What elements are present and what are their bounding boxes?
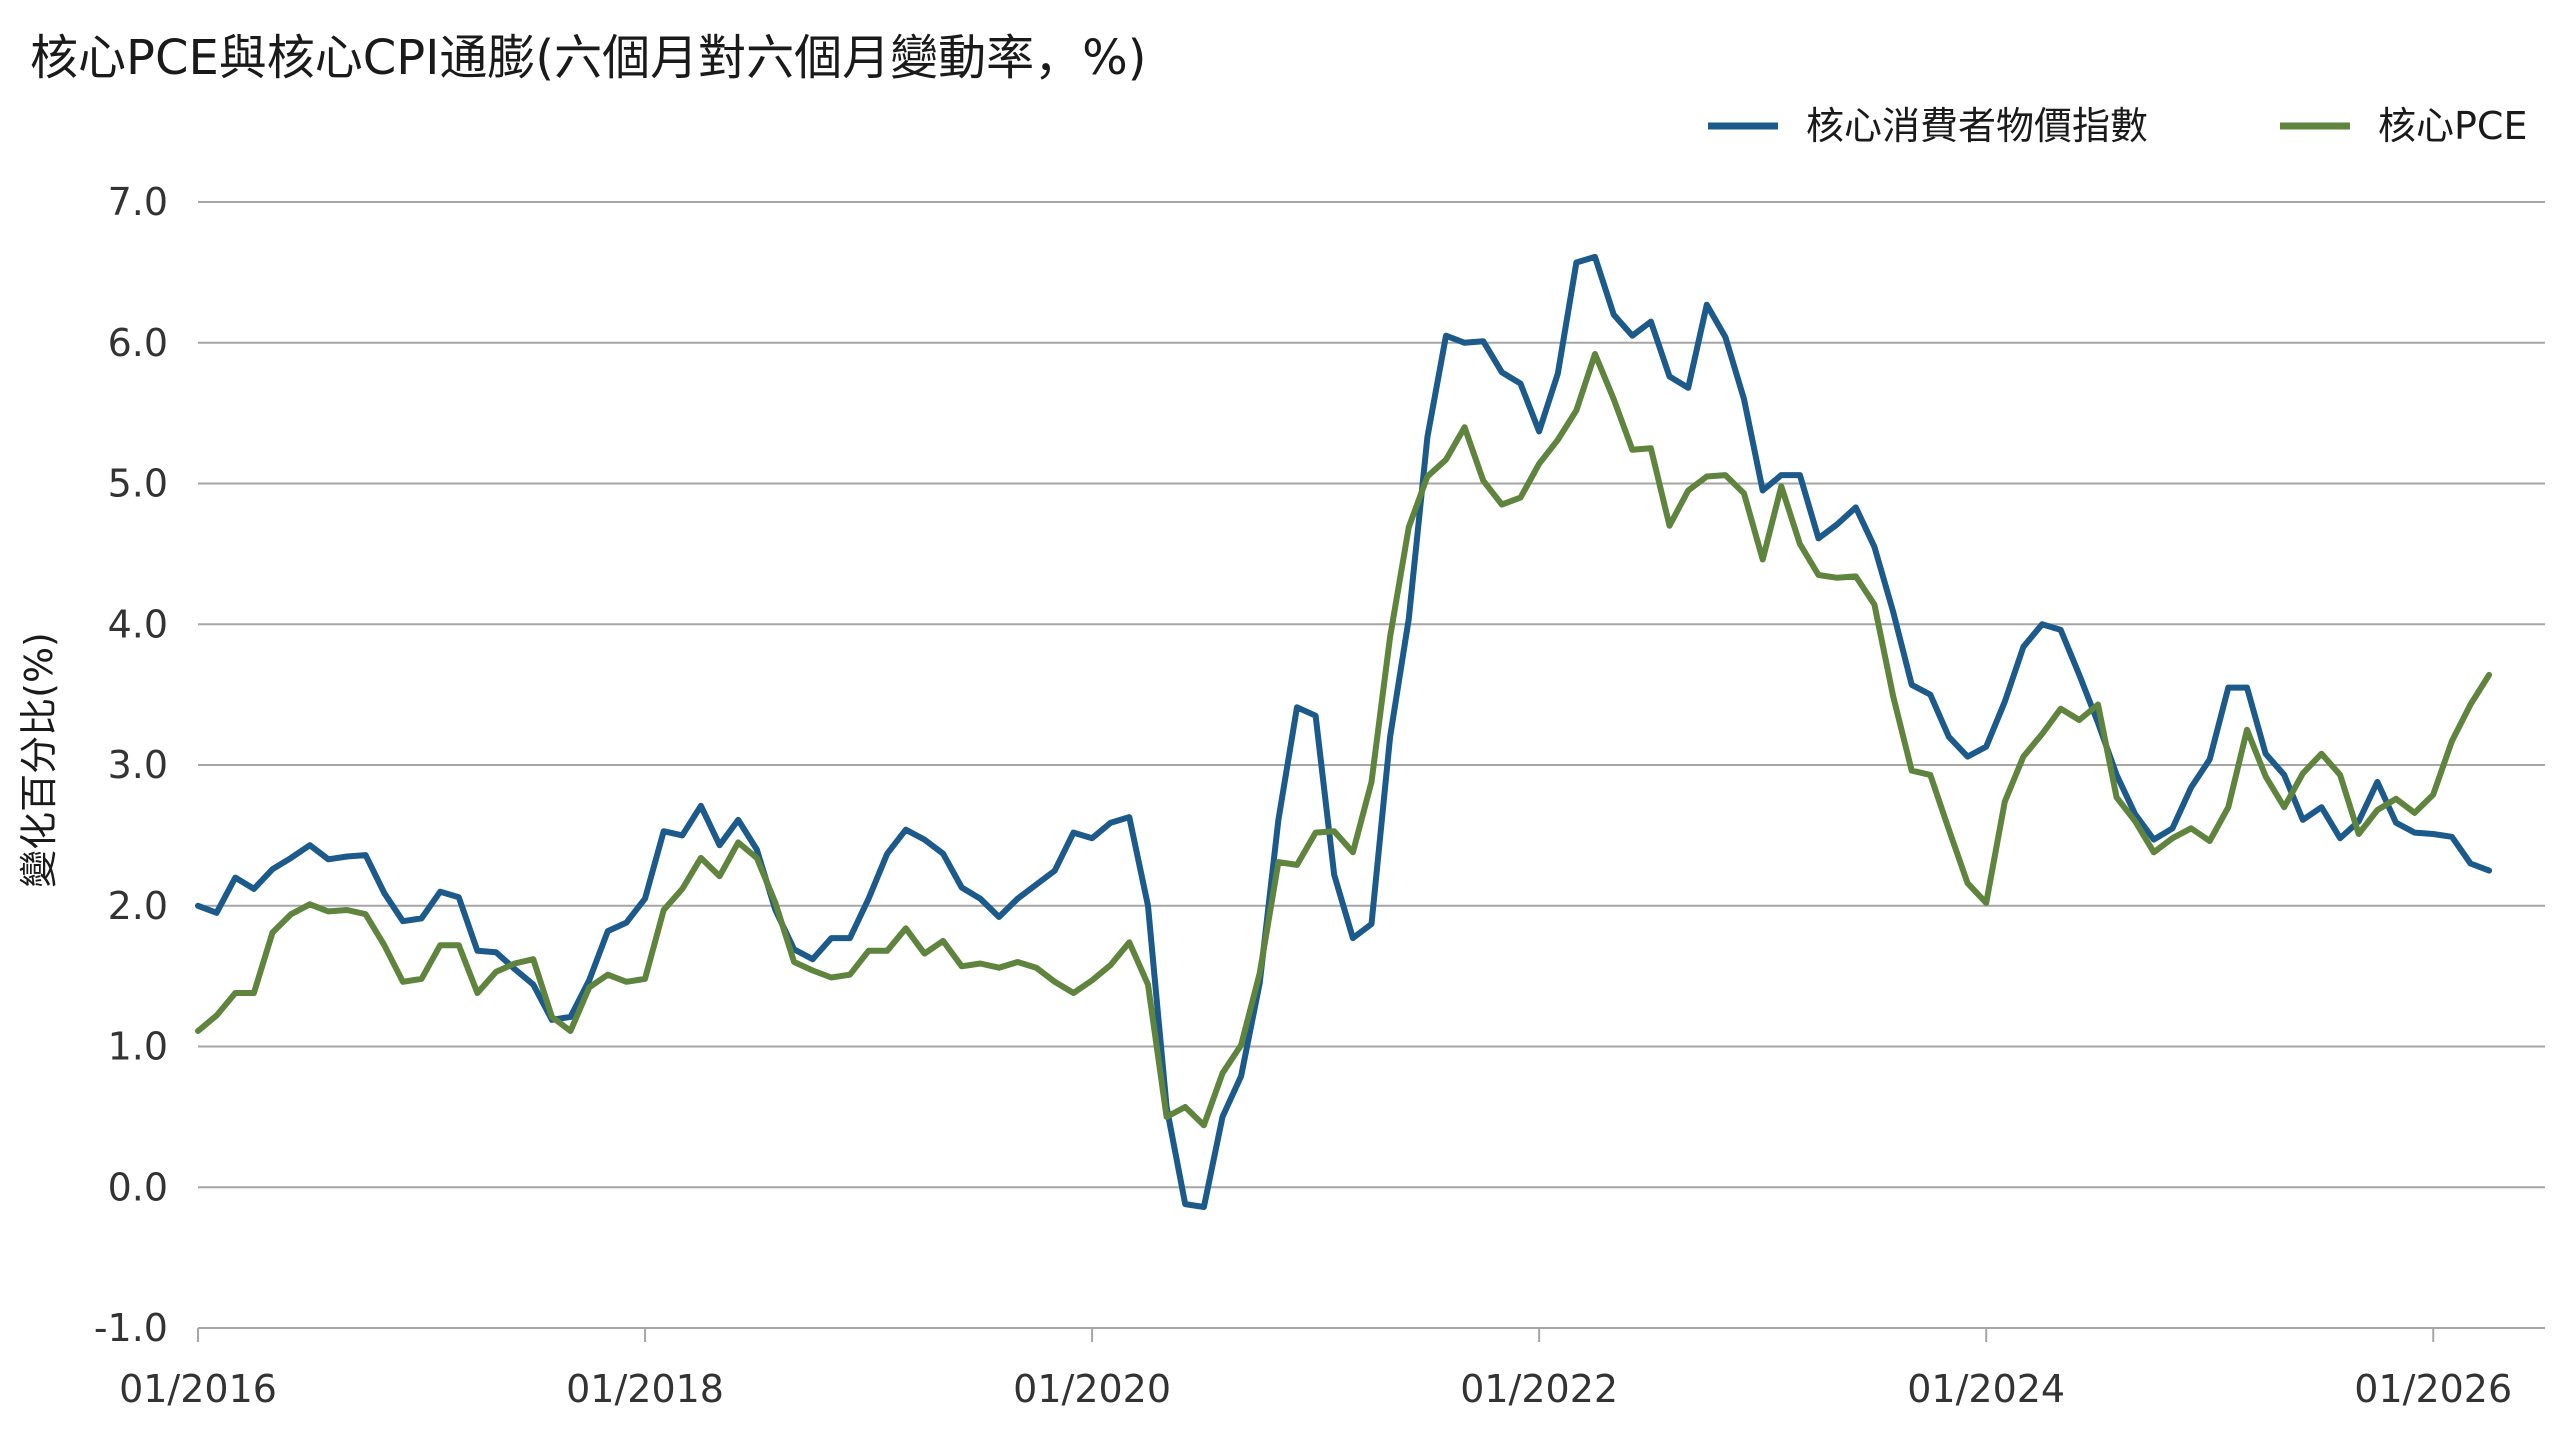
- gridlines: [198, 201, 2545, 1189]
- y-tick-label: 0.0: [108, 1165, 168, 1209]
- x-tick-label: 01/2018: [566, 1367, 724, 1411]
- y-tick-label: 7.0: [108, 180, 168, 224]
- x-tick-label: 01/2016: [119, 1367, 277, 1411]
- series-line-1: [195, 351, 2493, 1129]
- y-tick-label: -1.0: [94, 1306, 168, 1350]
- x-tick-label: 01/2024: [1907, 1367, 2065, 1411]
- y-tick-label: 3.0: [108, 743, 168, 787]
- x-tick-label: 01/2022: [1460, 1367, 1618, 1411]
- y-tick-label: 2.0: [108, 884, 168, 928]
- legend: 核心消費者物價指數 核心PCE: [1708, 104, 2527, 148]
- axes: -1.0 0.0 1.0 2.0 3.0 4.0 5.0 6.0 7.0 01/2016 01/20…: [94, 180, 2545, 1411]
- y-tick-label: 1.0: [108, 1025, 168, 1069]
- x-tick-label: 01/2020: [1013, 1367, 1171, 1411]
- y-tick-label: 4.0: [108, 602, 168, 646]
- y-axis-label: 變化百分比(%): [17, 632, 61, 888]
- series-lines: [195, 253, 2493, 1210]
- chart-title: 核心PCE與核心CPI通膨(六個月對六個月變動率，%): [30, 30, 1147, 86]
- x-tick-label: 01/2026: [2354, 1367, 2512, 1411]
- y-tick-label: 6.0: [108, 321, 168, 365]
- legend-label-1: 核心PCE: [2378, 104, 2527, 148]
- y-tick-label: 5.0: [108, 462, 168, 506]
- series-line-0: [195, 253, 2493, 1210]
- legend-label-0: 核心消費者物價指數: [1806, 104, 2148, 148]
